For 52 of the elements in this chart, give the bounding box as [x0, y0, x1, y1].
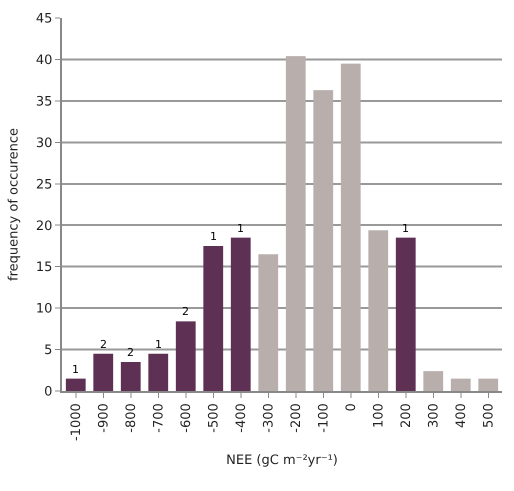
bar	[203, 246, 224, 391]
bar	[148, 354, 168, 391]
x-tick-label: -200	[288, 403, 304, 433]
y-tick-label: 25	[36, 177, 52, 192]
y-tick-label: 15	[36, 260, 52, 276]
bar	[313, 90, 334, 391]
annotation: 1	[72, 363, 79, 376]
bar	[120, 362, 141, 391]
x-tick-label: 100	[371, 403, 386, 428]
x-tick-label: 400	[454, 403, 469, 428]
bar	[340, 64, 361, 391]
y-tick-label: 40	[36, 52, 52, 68]
bar	[93, 354, 114, 391]
y-tick-label: 20	[36, 218, 52, 234]
annotation: 1	[237, 222, 244, 235]
x-tick-label: -900	[96, 403, 112, 433]
bar	[176, 321, 196, 391]
bar	[66, 378, 86, 391]
x-tick-label: -1000	[68, 403, 84, 441]
x-tick-label: -300	[261, 403, 276, 433]
annotation: 1	[402, 222, 409, 235]
y-tick-label: 0	[44, 384, 52, 400]
y-tick-label: 45	[36, 12, 52, 27]
bar	[396, 238, 416, 391]
y-tick-label: 10	[36, 302, 52, 317]
annotation: 1	[210, 230, 217, 243]
x-tick-label: 500	[481, 403, 496, 428]
annotation: 2	[182, 305, 189, 318]
y-tick-label: 35	[36, 94, 52, 110]
bar	[368, 230, 388, 391]
bar	[478, 378, 498, 391]
bar	[423, 371, 444, 391]
annotation: 1	[155, 338, 162, 351]
annotation: 2	[100, 338, 107, 351]
y-tick-label: 5	[44, 343, 52, 358]
bar	[286, 56, 306, 391]
bar	[450, 378, 471, 391]
x-tick-label: -400	[234, 403, 249, 433]
x-tick-label: 200	[398, 403, 414, 428]
bar	[230, 238, 251, 391]
x-tick-label: 300	[426, 403, 442, 428]
x-tick-label: -700	[151, 403, 166, 433]
x-tick-label: 0	[344, 403, 359, 412]
x-tick-label: -800	[124, 403, 139, 433]
x-tick-label: -100	[316, 403, 332, 433]
bar	[258, 254, 278, 391]
x-axis-title: NEE (gC m⁻²yr⁻¹)	[226, 453, 338, 468]
x-tick-label: -600	[178, 403, 194, 433]
y-tick-label: 30	[36, 136, 52, 151]
y-axis-title: frequency of occurence	[6, 128, 22, 281]
annotation: 2	[127, 346, 134, 359]
x-tick-label: -500	[206, 403, 222, 433]
